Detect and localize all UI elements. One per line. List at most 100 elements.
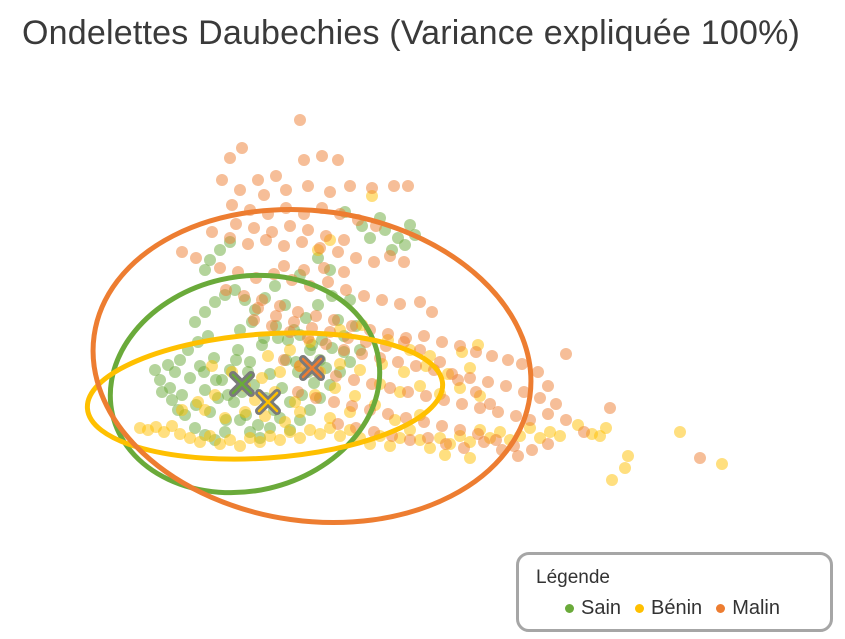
point-sain-55 <box>199 264 211 276</box>
point-malin-66 <box>436 336 448 348</box>
point-malin-121 <box>490 434 502 446</box>
point-benin-49 <box>622 450 634 462</box>
point-benin-9 <box>214 438 226 450</box>
point-malin-50 <box>376 294 388 306</box>
point-malin-8 <box>216 174 228 186</box>
point-malin-81 <box>392 356 404 368</box>
point-benin-65 <box>199 404 211 416</box>
point-benin-84 <box>354 364 366 376</box>
point-sain-93 <box>344 356 356 368</box>
legend-label-sain: Sain <box>581 597 622 619</box>
point-malin-95 <box>348 374 360 386</box>
point-malin-49 <box>358 290 370 302</box>
ellipse-malin <box>90 206 534 526</box>
point-sain-75 <box>174 354 186 366</box>
point-malin-63 <box>382 328 394 340</box>
point-malin-15 <box>366 182 378 194</box>
point-sain-15 <box>232 344 244 356</box>
point-malin-135 <box>512 450 524 462</box>
point-benin-60 <box>294 406 306 418</box>
point-sain-45 <box>209 296 221 308</box>
point-malin-11 <box>280 184 292 196</box>
point-malin-153 <box>278 260 290 272</box>
point-malin-77 <box>320 338 332 350</box>
point-malin-131 <box>440 438 452 450</box>
point-malin-94 <box>330 370 342 382</box>
point-sain-95 <box>149 364 161 376</box>
point-sain-44 <box>199 306 211 318</box>
point-malin-104 <box>510 410 522 422</box>
chart-title: Ondelettes Daubechies (Variance expliqué… <box>22 14 801 52</box>
point-malin-0 <box>294 114 306 126</box>
point-benin-101 <box>284 344 296 356</box>
point-sain-77 <box>166 394 178 406</box>
point-malin-55 <box>238 290 250 302</box>
point-malin-51 <box>394 298 406 310</box>
point-malin-71 <box>516 358 528 370</box>
point-sain-89 <box>304 404 316 416</box>
point-benin-54 <box>439 449 451 461</box>
point-sain-96 <box>156 386 168 398</box>
point-malin-97 <box>384 382 396 394</box>
point-malin-38 <box>398 256 410 268</box>
point-benin-83 <box>334 358 346 370</box>
point-malin-99 <box>420 390 432 402</box>
point-malin-160 <box>284 220 296 232</box>
point-malin-109 <box>604 402 616 414</box>
point-benin-47 <box>594 430 606 442</box>
centroid-benin <box>255 389 281 415</box>
point-malin-3 <box>236 142 248 154</box>
point-sain-107 <box>210 374 222 386</box>
point-benin-18 <box>304 424 316 436</box>
point-benin-8 <box>204 430 216 442</box>
point-malin-162 <box>320 230 332 242</box>
legend-marker-benin <box>635 604 645 613</box>
point-sain-47 <box>229 284 241 296</box>
point-malin-53 <box>426 306 438 318</box>
point-malin-35 <box>350 252 362 264</box>
point-benin-7 <box>194 436 206 448</box>
point-malin-79 <box>356 348 368 360</box>
point-benin-52 <box>716 458 728 470</box>
legend-item-sain: Sain <box>565 597 621 620</box>
point-malin-106 <box>542 408 554 420</box>
point-sain-53 <box>204 254 216 266</box>
point-sain-51 <box>269 280 281 292</box>
point-malin-115 <box>382 408 394 420</box>
point-malin-89 <box>534 392 546 404</box>
legend-item-malin: Malin <box>716 597 780 620</box>
point-malin-163 <box>338 234 350 246</box>
point-benin-6 <box>184 432 196 444</box>
point-malin-34 <box>332 246 344 258</box>
point-benin-95 <box>209 389 221 401</box>
point-sain-76 <box>162 359 174 371</box>
point-benin-70 <box>329 382 341 394</box>
point-benin-79 <box>256 372 268 384</box>
point-sain-20 <box>252 419 264 431</box>
point-malin-119 <box>454 424 466 436</box>
point-benin-42 <box>544 426 556 438</box>
point-malin-37 <box>384 250 396 262</box>
point-malin-4 <box>224 152 236 164</box>
legend-label-benin: Bénin <box>651 597 703 619</box>
legend-marker-malin <box>716 604 726 613</box>
point-malin-13 <box>324 186 336 198</box>
point-sain-97 <box>234 324 246 336</box>
point-benin-74 <box>414 380 426 392</box>
point-benin-5 <box>174 428 186 440</box>
point-malin-101 <box>456 398 468 410</box>
point-malin-159 <box>266 226 278 238</box>
point-malin-9 <box>234 184 246 196</box>
point-malin-139 <box>470 386 482 398</box>
point-benin-86 <box>398 366 410 378</box>
point-malin-32 <box>296 236 308 248</box>
point-malin-137 <box>542 380 554 392</box>
point-malin-58 <box>292 306 304 318</box>
point-malin-112 <box>328 396 340 408</box>
point-malin-61 <box>346 320 358 332</box>
point-benin-61 <box>279 416 291 428</box>
point-malin-28 <box>224 232 236 244</box>
legend-item-benin: Bénin <box>635 597 702 620</box>
point-benin-63 <box>239 406 251 418</box>
legend: Légende Sain Bénin Malin <box>516 552 833 632</box>
